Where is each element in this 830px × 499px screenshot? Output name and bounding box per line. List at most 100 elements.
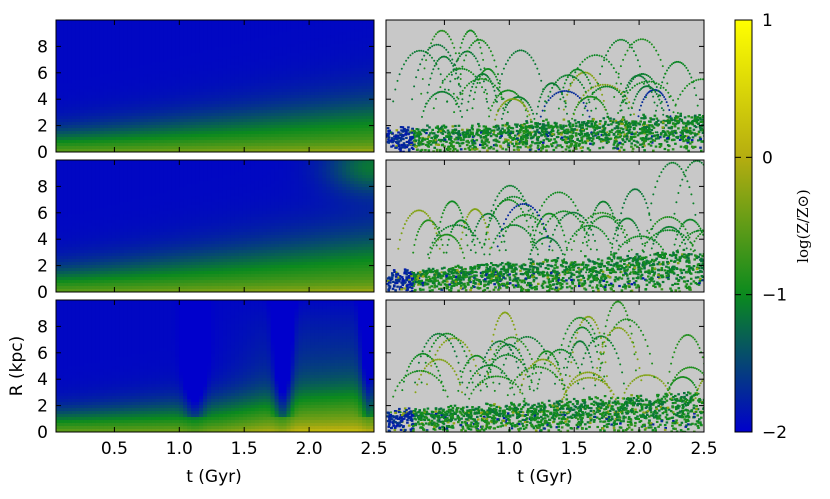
star-particle [642, 142, 645, 145]
star-particle [446, 129, 450, 132]
star-particle [484, 134, 488, 138]
heatmap-cell [334, 110, 339, 114]
heatmap-cell [179, 50, 184, 54]
heatmap-cell [139, 146, 145, 150]
heatmap-cell [171, 44, 176, 48]
heatmap-cell [274, 26, 280, 30]
star-particle [663, 133, 667, 137]
heatmap-cell [127, 80, 133, 84]
heatmap-cell [278, 128, 284, 132]
star-particle [492, 144, 496, 147]
heatmap-cell [151, 77, 156, 81]
heatmap-cell [135, 104, 141, 108]
star-particle [432, 150, 435, 152]
heatmap-cell [56, 80, 61, 84]
heatmap-cell [318, 62, 323, 66]
heatmap-cell [290, 26, 296, 30]
heatmap-cell [238, 149, 244, 152]
star-particle [666, 137, 669, 140]
heatmap-cell [71, 143, 77, 147]
heatmap-cell [183, 140, 188, 144]
heatmap-cell [346, 62, 351, 66]
heatmap-cell [83, 107, 89, 111]
heatmap-cell [135, 38, 141, 42]
heatmap-cell [95, 125, 101, 129]
heatmap-cell [67, 140, 73, 144]
heatmap-cell [63, 83, 69, 87]
heatmap-cell [238, 23, 244, 27]
heatmap-cell [274, 128, 280, 132]
star-particle [506, 123, 509, 126]
star-particle [701, 118, 704, 121]
heatmap-cell [234, 113, 240, 117]
heatmap-cell [207, 143, 212, 147]
heatmap-cell [306, 110, 312, 114]
heatmap-cell [63, 146, 69, 150]
heatmap-cell [302, 62, 308, 66]
heatmap-cell [79, 98, 85, 102]
heatmap-cell [290, 149, 296, 152]
heatmap-cell [326, 137, 331, 141]
star-particle [665, 115, 669, 118]
heatmap-cell [91, 68, 97, 72]
heatmap-cell [195, 50, 200, 54]
heatmap-cell [334, 29, 339, 33]
heatmap-cell [306, 137, 312, 141]
heatmap-cell [302, 26, 308, 30]
star-particle [660, 132, 663, 135]
heatmap-cell [250, 44, 256, 48]
heatmap-cell [199, 62, 204, 66]
heatmap-cell [226, 137, 232, 141]
star-particle [427, 135, 430, 138]
heatmap-cell [286, 47, 292, 51]
heatmap-cell [366, 149, 371, 152]
heatmap-cell [218, 38, 224, 42]
heatmap-cell [246, 41, 252, 45]
heatmap-cell [199, 107, 204, 111]
heatmap-cell [358, 32, 363, 36]
heatmap-cell [230, 146, 236, 150]
star-particle [542, 133, 546, 136]
heatmap-cell [175, 77, 180, 81]
heatmap-cell [107, 95, 113, 99]
heatmap-cell [123, 83, 129, 87]
heatmap-cell [83, 26, 89, 30]
heatmap-cell [366, 80, 371, 84]
heatmap-cell [330, 110, 335, 114]
heatmap-cell [226, 98, 232, 102]
heatmap-cell [195, 83, 200, 87]
star-particle [640, 117, 643, 120]
star-particle [391, 141, 394, 144]
heatmap-cell [286, 128, 292, 132]
heatmap-cell [258, 38, 264, 42]
heatmap-cell [179, 35, 184, 39]
heatmap-cell [350, 29, 355, 33]
heatmap-cell [123, 53, 129, 57]
heatmap-cell [246, 119, 252, 123]
star-particle [541, 127, 545, 130]
heatmap-cell [63, 137, 69, 141]
star-particle [599, 140, 603, 143]
star-particle [464, 135, 468, 138]
heatmap-cell [215, 77, 220, 81]
star-particle [604, 120, 607, 123]
star-particle [419, 149, 422, 152]
heatmap-cell [302, 122, 308, 126]
heatmap-cell [246, 74, 252, 78]
heatmap-cell [282, 59, 288, 63]
heatmap-cell [71, 89, 77, 93]
heatmap-cell [155, 137, 160, 141]
heatmap-cell [298, 140, 304, 144]
heatmap-cell [163, 137, 168, 141]
heatmap-cell [95, 149, 101, 152]
heatmap-cell [99, 146, 105, 150]
heatmap-cell [183, 41, 188, 45]
heatmap-cell [75, 134, 81, 138]
heatmap-cell [191, 104, 196, 108]
star-particle [600, 134, 604, 137]
heatmap-cell [59, 89, 65, 93]
star-particle [680, 131, 684, 135]
heatmap-cell [99, 53, 105, 57]
heatmap-cell [139, 101, 145, 105]
heatmap-cell [139, 113, 145, 117]
